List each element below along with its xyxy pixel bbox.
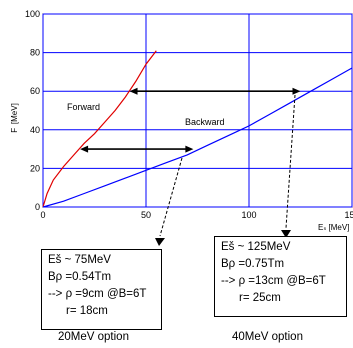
caption-20mev: 20MeV option bbox=[58, 331, 129, 343]
x-tick-label: 50 bbox=[141, 210, 151, 220]
y-tick-label: 20 bbox=[30, 163, 40, 173]
y-tick-labels: 0 20 40 60 80 100 bbox=[25, 9, 40, 212]
box-line-rho: --> ρ =9cm @B=6T bbox=[48, 288, 147, 300]
leader-arrowhead-40mev bbox=[281, 230, 291, 238]
box-line-radius: r= 25cm bbox=[239, 292, 281, 304]
series-line-backward bbox=[42, 67, 353, 208]
box-line-radius: r= 18cm bbox=[66, 305, 108, 317]
x-tick-label: 150 bbox=[344, 210, 353, 220]
plot-area bbox=[42, 13, 353, 208]
x-axis-label: Eₛ [MeV] bbox=[318, 223, 349, 232]
y-tick-label: 60 bbox=[30, 86, 40, 96]
y-tick-label: 80 bbox=[30, 48, 40, 58]
range-arrowhead-right-40mev bbox=[292, 87, 301, 95]
box-line-rho: --> ρ =13cm @B=6T bbox=[221, 275, 326, 287]
box-line-brho: Bρ =0.75Tm bbox=[221, 258, 285, 270]
box-line-energy: Eš ~ 75MeV bbox=[48, 254, 111, 266]
box-line-energy: Eš ~ 125MeV bbox=[221, 241, 291, 253]
range-arrowhead-left-20mev bbox=[80, 145, 89, 153]
leader-line-40mev bbox=[285, 94, 296, 229]
y-tick-label: 100 bbox=[25, 9, 40, 19]
x-tick-labels: 0 50 100 150 bbox=[40, 210, 353, 220]
series-label-forward: Forward bbox=[67, 102, 100, 112]
series-line-forward bbox=[42, 50, 157, 208]
series-layer bbox=[42, 50, 353, 208]
grid-lines bbox=[42, 13, 353, 208]
box-line-brho: Bρ =0.54Tm bbox=[48, 271, 112, 283]
y-tick-label: 0 bbox=[35, 202, 40, 212]
x-tick-label: 0 bbox=[40, 210, 45, 220]
caption-40mev: 40MeV option bbox=[232, 331, 303, 343]
leader-arrowhead-20mev bbox=[155, 238, 165, 246]
series-label-backward: Backward bbox=[185, 117, 225, 127]
energy-range-arrows bbox=[80, 87, 301, 153]
range-arrowhead-right-20mev bbox=[185, 145, 194, 153]
range-arrowhead-left-40mev bbox=[129, 87, 138, 95]
info-box-20mev: Eš ~ 75MeV Bρ =0.54Tm --> ρ =9cm @B=6T r… bbox=[41, 249, 162, 330]
info-box-40mev: Eš ~ 125MeV Bρ =0.75Tm --> ρ =13cm @B=6T… bbox=[214, 236, 347, 317]
y-axis-label: F [MeV] bbox=[10, 103, 19, 133]
x-tick-label: 100 bbox=[241, 210, 256, 220]
leader-line-20mev bbox=[159, 157, 183, 237]
y-tick-label: 40 bbox=[30, 125, 40, 135]
